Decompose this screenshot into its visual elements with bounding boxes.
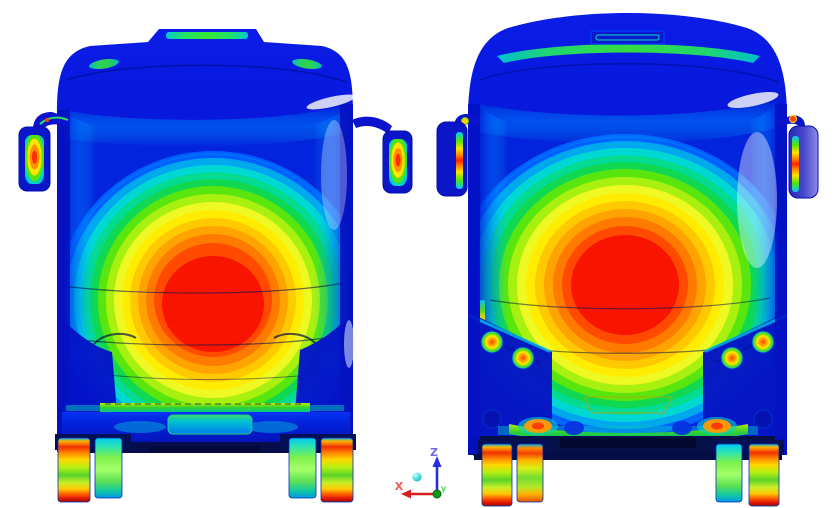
tire-inner-left <box>516 443 544 503</box>
tire-outer-left <box>481 443 513 507</box>
windshield-left-rim <box>63 112 96 356</box>
mirror-right-of-right-bus <box>779 115 819 199</box>
corner-wedge-left <box>63 320 117 412</box>
bumper-pocket <box>246 421 298 433</box>
axis-triad: y Z X <box>395 446 447 499</box>
wheels-left-bus <box>57 437 354 503</box>
contour-band <box>162 256 264 352</box>
specular-streak <box>737 132 777 268</box>
skirt-step <box>150 446 260 453</box>
roof-ridge-right <box>479 63 779 83</box>
specular-streak <box>344 320 354 368</box>
contour-line <box>479 143 778 427</box>
fog-lamp-left <box>482 409 502 429</box>
headlight-slash <box>704 314 787 353</box>
mirror-arm-hotspot <box>789 115 797 123</box>
bus-front-right <box>436 13 819 507</box>
wheels-right-bus <box>481 443 780 507</box>
a-pillar-right <box>775 104 787 454</box>
mirror-arm-streak <box>39 116 69 125</box>
z-axis-label: Z <box>430 446 438 459</box>
tire-inner-left <box>94 437 123 499</box>
headlamp <box>720 346 744 370</box>
specular-streak <box>306 94 356 110</box>
a-pillar-left <box>468 104 480 454</box>
grille-green-strip-left <box>100 403 310 413</box>
fog-lamp-right <box>753 409 773 429</box>
roof-box-vent-left <box>166 32 248 39</box>
windshield-top-rim-right <box>479 100 778 144</box>
reference-sphere <box>412 472 422 482</box>
roof-side-vent <box>89 58 119 70</box>
tire-inner-right <box>715 443 743 503</box>
mirror-arm-hotspot <box>45 118 49 122</box>
bumper-dark-bar <box>560 438 696 448</box>
mirror-face-contour <box>25 135 44 184</box>
headlight-slash <box>468 314 551 353</box>
bumper-pocket <box>114 421 166 433</box>
tire-outer-left <box>57 437 91 503</box>
plate-recess-right-bus <box>583 396 673 414</box>
roof-vent-right-bus <box>590 30 665 45</box>
bumper-pocket-core <box>711 422 723 430</box>
x-axis-label: X <box>395 480 404 493</box>
specular-streak <box>321 120 347 230</box>
bumper-pocket-core <box>532 422 544 430</box>
bumper-blue-wedge <box>564 421 584 435</box>
x-axis-arrow <box>401 489 411 499</box>
seam-line <box>62 281 350 294</box>
a-pillar-left <box>57 110 70 452</box>
specular-streak <box>727 92 779 108</box>
contour-band <box>571 235 679 335</box>
bus-front-left <box>18 29 413 503</box>
tire-outer-right <box>748 443 780 507</box>
headlight-cluster-right <box>703 312 788 440</box>
z-axis-arrow <box>432 456 442 467</box>
headlamp <box>751 330 775 354</box>
roof-leading-edge-streak <box>497 44 760 63</box>
wiper-recess <box>273 332 317 345</box>
tire-inner-right <box>288 437 317 499</box>
origin-marker <box>432 489 442 499</box>
plate-recess-left-bus <box>167 414 253 435</box>
wiper-recess <box>93 332 137 345</box>
mirror-right-of-left-bus <box>352 116 413 194</box>
roof-vent-inner-line <box>595 34 660 41</box>
mirror-hot-strip <box>792 136 799 192</box>
y-axis-label: y <box>441 484 447 493</box>
roof-ridge-left <box>65 64 347 83</box>
headlamp <box>511 346 535 370</box>
headlight-cluster-left <box>467 312 552 440</box>
roof-side-vent <box>292 58 322 70</box>
bumper-blue-wedge <box>672 421 692 435</box>
corner-wedge-right <box>295 316 349 412</box>
windshield-contour-left <box>63 104 349 412</box>
mirror-left-of-right-bus <box>436 113 479 197</box>
mirror-face-contour <box>389 139 407 186</box>
contour-line <box>63 153 349 412</box>
mirror-hot-strip <box>456 132 463 189</box>
windshield-top-rim-left <box>63 104 349 147</box>
bumper-strip-underlay <box>498 426 758 435</box>
headlamp <box>480 330 504 354</box>
mirror-left-of-left-bus <box>18 112 70 192</box>
skirt-right-bus <box>474 452 782 460</box>
tire-outer-right <box>320 437 354 503</box>
mirror-arm <box>352 116 392 134</box>
seam-line <box>489 297 771 310</box>
mirror-arm-hotspot <box>461 117 469 125</box>
